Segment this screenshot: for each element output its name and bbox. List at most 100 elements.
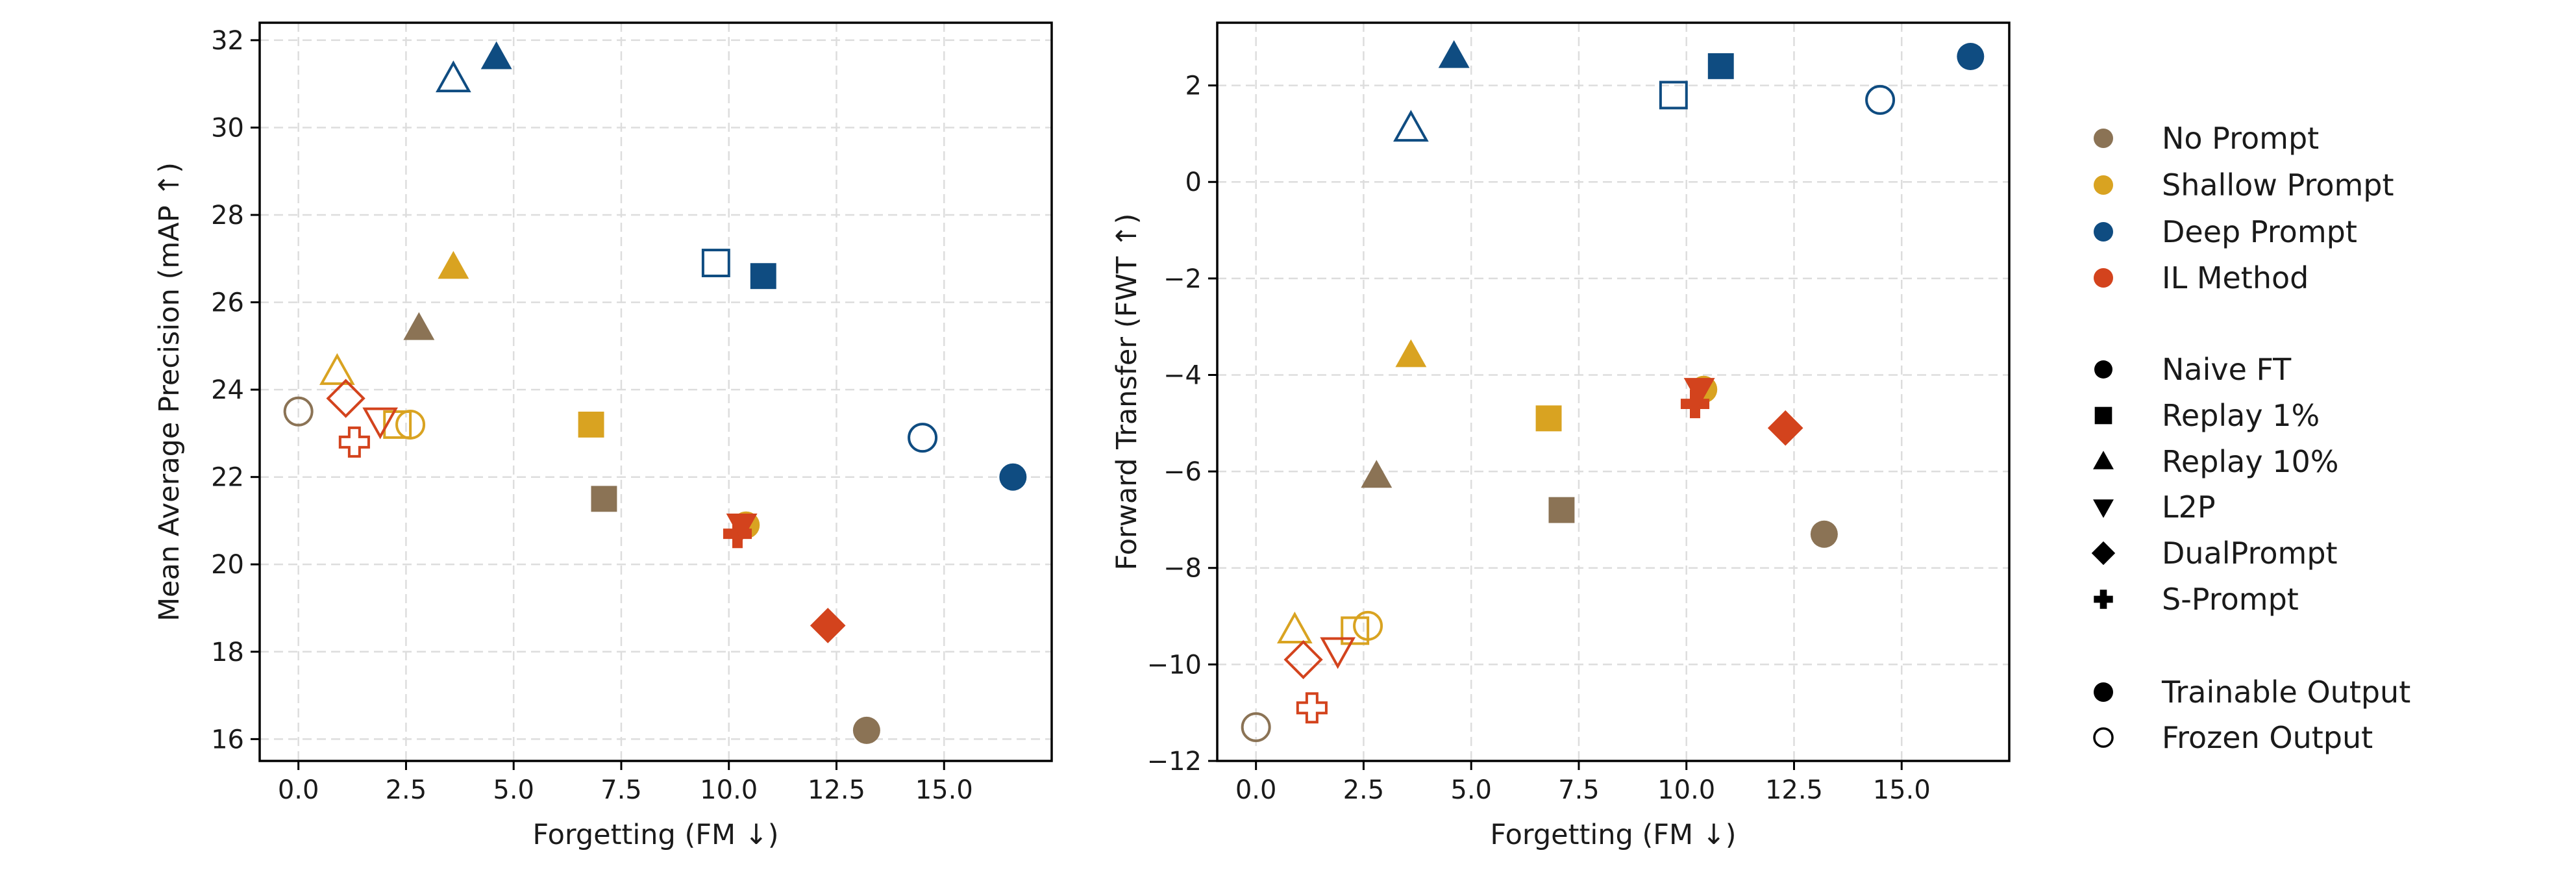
x-tick-label: 15.0: [915, 775, 973, 805]
grid: [260, 23, 1052, 761]
x-tick-label: 0.0: [1235, 775, 1277, 805]
point-il-method-s-prompt-trainable: [723, 519, 752, 549]
point-il-method-s-prompt-frozen: [338, 426, 370, 458]
x-tick-label: 15.0: [1873, 775, 1931, 805]
y-tick-label: 16: [211, 725, 244, 754]
point-deep-prompt-naive-ft-trainable: [1957, 43, 1985, 71]
point-shallow-prompt-replay-10-trainable: [1395, 339, 1427, 367]
y-tick-label: −10: [1147, 650, 1202, 680]
x-axis: 0.0 2.5 5.0 7.5 10.0 12.5 15.0 Forgetting (FM ↓…: [1235, 761, 1931, 851]
fwt-scatter-panel: 0.0 2.5 5.0 7.5 10.0 12.5 15.0 Forgetting (FM ↓…: [1111, 21, 2011, 851]
point-shallow-prompt-replay-10-frozen: [319, 353, 355, 385]
legend-entry: Frozen Output: [2093, 720, 2373, 755]
y-axis-label: Mean Average Precision (mAP ↑): [153, 162, 186, 621]
x-axis: 0.0 2.5 5.0 7.5 10.0 12.5 15.0 Forgetting (FM ↓…: [278, 761, 973, 851]
diamond-marker-shape: [2091, 541, 2116, 566]
hollow-circle-icon: [2093, 727, 2114, 748]
y-tick-label: 24: [211, 375, 244, 405]
point-il-method-s-prompt-trainable: [1680, 390, 1710, 419]
legend-label: Replay 1%: [2162, 398, 2320, 433]
data-points: [1241, 40, 1985, 742]
legend-label: IL Method: [2162, 260, 2309, 295]
triangle-up-marker-shape: [2093, 451, 2114, 469]
legend-swatch-shallow-prompt: [2094, 175, 2113, 195]
point-no-prompt-naive-ft-frozen: [283, 396, 314, 427]
legend-label: Shallow Prompt: [2162, 168, 2394, 203]
legend-entry: Replay 1%: [2094, 398, 2320, 433]
square-marker-icon: [2094, 406, 2112, 425]
legend-swatch-no-prompt: [2094, 129, 2113, 148]
x-tick-label: 0.0: [278, 775, 319, 805]
data-points: [283, 41, 1027, 744]
point-deep-prompt-naive-ft-trainable: [999, 463, 1027, 491]
legend-entry: Shallow Prompt: [2094, 168, 2394, 203]
point-shallow-prompt-naive-ft-frozen: [1353, 610, 1383, 641]
y-tick-label: −4: [1163, 360, 1202, 390]
point-il-method-dualprompt-trainable: [810, 608, 846, 643]
point-no-prompt-replay-10-trainable: [403, 312, 435, 340]
x-tick-label: 2.5: [1343, 775, 1385, 805]
x-tick-label: 12.5: [808, 775, 865, 805]
x-tick-label: 10.0: [700, 775, 758, 805]
point-deep-prompt-replay-1-frozen: [701, 249, 730, 277]
legend-label: Trainable Output: [2161, 675, 2410, 710]
point-deep-prompt-replay-1-trainable: [750, 263, 776, 290]
legend-swatch-il-method: [2094, 268, 2113, 288]
plus-marker-shape: [2094, 590, 2113, 609]
point-il-method-dualprompt-trainable: [1767, 410, 1803, 446]
legend: No Prompt Shallow Prompt Deep Prompt IL …: [2091, 121, 2410, 755]
point-no-prompt-naive-ft-trainable: [852, 716, 880, 744]
x-axis-label: Forgetting (FM ↓): [532, 819, 778, 851]
point-no-prompt-naive-ft-trainable: [1810, 520, 1838, 548]
y-tick-label: 0: [1185, 168, 1202, 197]
legend-label: Frozen Output: [2162, 720, 2373, 755]
point-deep-prompt-replay-10-frozen: [436, 60, 471, 93]
point-shallow-prompt-replay-1-trainable: [578, 412, 604, 438]
point-deep-prompt-replay-10-trainable: [480, 41, 512, 69]
y-axis: 16 18 20 22 24 26 28 30 32 Mean Average Precision…: [153, 26, 260, 754]
point-deep-prompt-replay-10-frozen: [1393, 110, 1429, 142]
point-shallow-prompt-replay-1-frozen: [383, 410, 412, 439]
y-tick-label: 20: [211, 550, 244, 580]
point-il-method-l2p-trainable: [726, 514, 758, 541]
point-shallow-prompt-replay-10-trainable: [438, 251, 469, 279]
triangle-up-marker-icon: [2093, 451, 2114, 469]
legend-entry: S-Prompt: [2094, 582, 2299, 617]
x-tick-label: 12.5: [1765, 775, 1823, 805]
legend-label: L2P: [2162, 490, 2216, 525]
point-il-method-dualprompt-frozen: [326, 379, 365, 418]
plot-frame: [258, 21, 1053, 762]
y-tick-label: 28: [211, 201, 244, 230]
legend-label: No Prompt: [2162, 121, 2319, 156]
legend-label: Naive FT: [2162, 352, 2292, 387]
y-tick-label: −8: [1163, 554, 1202, 584]
point-il-method-l2p-trainable: [1683, 378, 1715, 406]
y-tick-label: 22: [211, 463, 244, 493]
point-no-prompt-replay-10-trainable: [1361, 460, 1393, 488]
triangle-down-marker-icon: [2093, 499, 2114, 518]
x-tick-label: 5.0: [1450, 775, 1492, 805]
legend-entry: DualPrompt: [2091, 536, 2338, 571]
point-il-method-l2p-frozen: [1320, 637, 1356, 669]
plus-marker-icon: [2094, 590, 2113, 609]
circle-marker-shape: [2094, 360, 2112, 379]
legend-swatch-deep-prompt: [2094, 222, 2113, 242]
filled-circle-icon: [2094, 682, 2113, 702]
plot-frame: [1216, 21, 2011, 762]
point-no-prompt-naive-ft-frozen: [1241, 712, 1271, 742]
legend-entry: Deep Prompt: [2094, 214, 2357, 249]
point-il-method-s-prompt-frozen: [1296, 692, 1328, 724]
legend-marker-shapes: Naive FT Replay 1% Replay 10% L2P DualPr…: [2091, 352, 2338, 617]
point-il-method-dualprompt-frozen: [1283, 640, 1323, 680]
point-shallow-prompt-replay-1-frozen: [1341, 616, 1370, 645]
point-deep-prompt-replay-10-trainable: [1438, 40, 1470, 68]
point-no-prompt-replay-1-trainable: [591, 486, 617, 512]
triangle-down-marker-shape: [2093, 499, 2114, 518]
map-scatter-panel: 0.0 2.5 5.0 7.5 10.0 12.5 15.0 Forgetting (FM ↓…: [153, 21, 1053, 851]
y-tick-label: 2: [1185, 71, 1202, 101]
legend-label: Deep Prompt: [2162, 214, 2357, 249]
y-tick-label: 30: [211, 113, 244, 143]
point-deep-prompt-replay-1-frozen: [1659, 81, 1688, 110]
legend-entry: Trainable Output: [2094, 675, 2410, 710]
